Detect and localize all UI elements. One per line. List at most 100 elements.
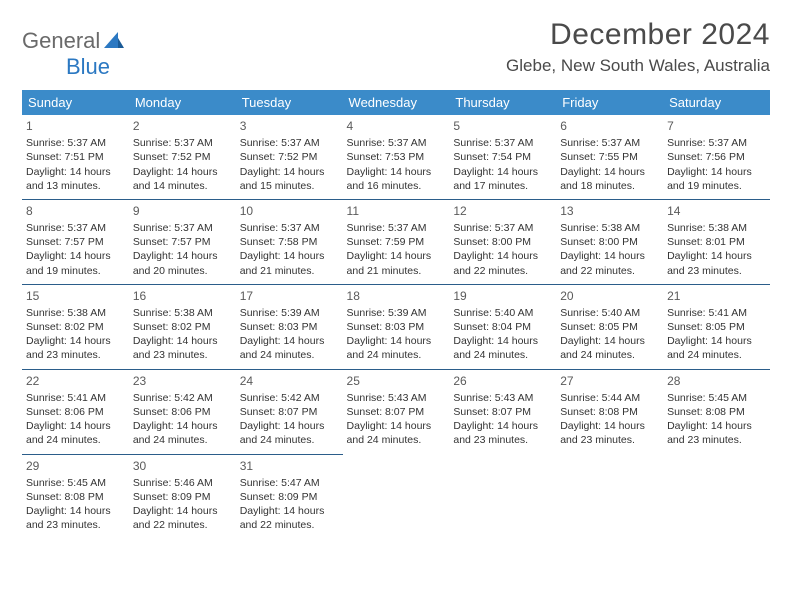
calendar-cell xyxy=(556,454,663,538)
sunset-text: Sunset: 8:08 PM xyxy=(560,405,659,419)
sunset-text: Sunset: 8:08 PM xyxy=(26,490,125,504)
calendar-cell: 2Sunrise: 5:37 AMSunset: 7:52 PMDaylight… xyxy=(129,115,236,199)
sunset-text: Sunset: 8:05 PM xyxy=(560,320,659,334)
sunrise-text: Sunrise: 5:39 AM xyxy=(347,306,446,320)
sunrise-text: Sunrise: 5:37 AM xyxy=(26,136,125,150)
sunrise-text: Sunrise: 5:45 AM xyxy=(26,476,125,490)
day-number: 7 xyxy=(667,118,766,134)
day-number: 23 xyxy=(133,373,232,389)
sunrise-text: Sunrise: 5:44 AM xyxy=(560,391,659,405)
calendar-cell: 12Sunrise: 5:37 AMSunset: 8:00 PMDayligh… xyxy=(449,199,556,284)
sunrise-text: Sunrise: 5:37 AM xyxy=(240,221,339,235)
calendar-row: 15Sunrise: 5:38 AMSunset: 8:02 PMDayligh… xyxy=(22,284,770,369)
daylight-text: Daylight: 14 hours and 24 minutes. xyxy=(347,419,446,447)
daylight-text: Daylight: 14 hours and 19 minutes. xyxy=(667,165,766,193)
sunrise-text: Sunrise: 5:46 AM xyxy=(133,476,232,490)
sunset-text: Sunset: 8:06 PM xyxy=(133,405,232,419)
sunrise-text: Sunrise: 5:43 AM xyxy=(453,391,552,405)
daylight-text: Daylight: 14 hours and 24 minutes. xyxy=(133,419,232,447)
dayname-row: Sunday Monday Tuesday Wednesday Thursday… xyxy=(22,90,770,115)
sunrise-text: Sunrise: 5:38 AM xyxy=(133,306,232,320)
day-number: 31 xyxy=(240,458,339,474)
day-number: 14 xyxy=(667,203,766,219)
logo-text-1: General xyxy=(22,28,100,54)
daylight-text: Daylight: 14 hours and 18 minutes. xyxy=(560,165,659,193)
sunrise-text: Sunrise: 5:37 AM xyxy=(133,221,232,235)
sunset-text: Sunset: 8:06 PM xyxy=(26,405,125,419)
calendar-cell: 31Sunrise: 5:47 AMSunset: 8:09 PMDayligh… xyxy=(236,454,343,538)
dayname: Saturday xyxy=(663,90,770,115)
calendar-cell: 27 Sunrise: 5:44 AMSunset: 8:08 PMDayligh… xyxy=(556,369,663,454)
dayname: Tuesday xyxy=(236,90,343,115)
sunset-text: Sunset: 8:02 PM xyxy=(26,320,125,334)
day-number: 5 xyxy=(453,118,552,134)
triangle-icon xyxy=(104,28,124,54)
sunrise-text: Sunrise: 5:45 AM xyxy=(667,391,766,405)
daylight-text: Daylight: 14 hours and 22 minutes. xyxy=(133,504,232,532)
sunset-text: Sunset: 7:58 PM xyxy=(240,235,339,249)
sunrise-text: Sunrise: 5:37 AM xyxy=(26,221,125,235)
sunset-text: Sunset: 7:52 PM xyxy=(240,150,339,164)
sunrise-text: Sunrise: 5:37 AM xyxy=(347,136,446,150)
day-number: 28 xyxy=(667,373,766,389)
day-number: 15 xyxy=(26,288,125,304)
daylight-text: Daylight: 14 hours and 24 minutes. xyxy=(453,334,552,362)
day-number: 27 xyxy=(560,373,659,389)
daylight-text: Daylight: 14 hours and 16 minutes. xyxy=(347,165,446,193)
day-number: 8 xyxy=(26,203,125,219)
sunrise-text: Sunrise: 5:37 AM xyxy=(240,136,339,150)
calendar-cell: 23Sunrise: 5:42 AMSunset: 8:06 PMDayligh… xyxy=(129,369,236,454)
calendar-cell: 10Sunrise: 5:37 AMSunset: 7:58 PMDayligh… xyxy=(236,199,343,284)
sunset-text: Sunset: 7:56 PM xyxy=(667,150,766,164)
sunrise-text: Sunrise: 5:37 AM xyxy=(133,136,232,150)
daylight-text: Daylight: 14 hours and 24 minutes. xyxy=(667,334,766,362)
day-number: 16 xyxy=(133,288,232,304)
calendar-cell: 8Sunrise: 5:37 AMSunset: 7:57 PMDaylight… xyxy=(22,199,129,284)
calendar-cell: 21Sunrise: 5:41 AMSunset: 8:05 PMDayligh… xyxy=(663,284,770,369)
daylight-text: Daylight: 14 hours and 24 minutes. xyxy=(240,334,339,362)
daylight-text: Daylight: 14 hours and 24 minutes. xyxy=(347,334,446,362)
dayname: Friday xyxy=(556,90,663,115)
daylight-text: Daylight: 14 hours and 23 minutes. xyxy=(560,419,659,447)
daylight-text: Daylight: 14 hours and 17 minutes. xyxy=(453,165,552,193)
day-number: 2 xyxy=(133,118,232,134)
sunset-text: Sunset: 8:02 PM xyxy=(133,320,232,334)
calendar-cell: 30Sunrise: 5:46 AMSunset: 8:09 PMDayligh… xyxy=(129,454,236,538)
day-number: 18 xyxy=(347,288,446,304)
sunset-text: Sunset: 8:03 PM xyxy=(240,320,339,334)
sunset-text: Sunset: 7:54 PM xyxy=(453,150,552,164)
day-number: 3 xyxy=(240,118,339,134)
sunrise-text: Sunrise: 5:42 AM xyxy=(240,391,339,405)
sunset-text: Sunset: 7:59 PM xyxy=(347,235,446,249)
sunset-text: Sunset: 8:00 PM xyxy=(560,235,659,249)
calendar-cell xyxy=(663,454,770,538)
sunset-text: Sunset: 8:07 PM xyxy=(240,405,339,419)
calendar-cell: 20Sunrise: 5:40 AMSunset: 8:05 PMDayligh… xyxy=(556,284,663,369)
day-number: 1 xyxy=(26,118,125,134)
calendar-cell: 16Sunrise: 5:38 AMSunset: 8:02 PMDayligh… xyxy=(129,284,236,369)
daylight-text: Daylight: 14 hours and 21 minutes. xyxy=(347,249,446,277)
calendar-table: Sunday Monday Tuesday Wednesday Thursday… xyxy=(22,90,770,538)
day-number: 17 xyxy=(240,288,339,304)
daylight-text: Daylight: 14 hours and 23 minutes. xyxy=(453,419,552,447)
calendar-cell: 11Sunrise: 5:37 AMSunset: 7:59 PMDayligh… xyxy=(343,199,450,284)
calendar-row: 8Sunrise: 5:37 AMSunset: 7:57 PMDaylight… xyxy=(22,199,770,284)
calendar-row: 1Sunrise: 5:37 AMSunset: 7:51 PMDaylight… xyxy=(22,115,770,199)
calendar-cell: 29Sunrise: 5:45 AMSunset: 8:08 PMDayligh… xyxy=(22,454,129,538)
calendar-cell: 22Sunrise: 5:41 AMSunset: 8:06 PMDayligh… xyxy=(22,369,129,454)
calendar-cell: 24Sunrise: 5:42 AMSunset: 8:07 PMDayligh… xyxy=(236,369,343,454)
calendar-cell: 25Sunrise: 5:43 AMSunset: 8:07 PMDayligh… xyxy=(343,369,450,454)
sunset-text: Sunset: 7:53 PM xyxy=(347,150,446,164)
day-number: 24 xyxy=(240,373,339,389)
calendar-cell: 3Sunrise: 5:37 AMSunset: 7:52 PMDaylight… xyxy=(236,115,343,199)
day-number: 4 xyxy=(347,118,446,134)
sunset-text: Sunset: 8:08 PM xyxy=(667,405,766,419)
sunset-text: Sunset: 8:09 PM xyxy=(240,490,339,504)
day-number: 26 xyxy=(453,373,552,389)
sunrise-text: Sunrise: 5:47 AM xyxy=(240,476,339,490)
daylight-text: Daylight: 14 hours and 22 minutes. xyxy=(453,249,552,277)
calendar-cell: 15Sunrise: 5:38 AMSunset: 8:02 PMDayligh… xyxy=(22,284,129,369)
day-number: 11 xyxy=(347,203,446,219)
daylight-text: Daylight: 14 hours and 23 minutes. xyxy=(667,249,766,277)
day-number: 29 xyxy=(26,458,125,474)
